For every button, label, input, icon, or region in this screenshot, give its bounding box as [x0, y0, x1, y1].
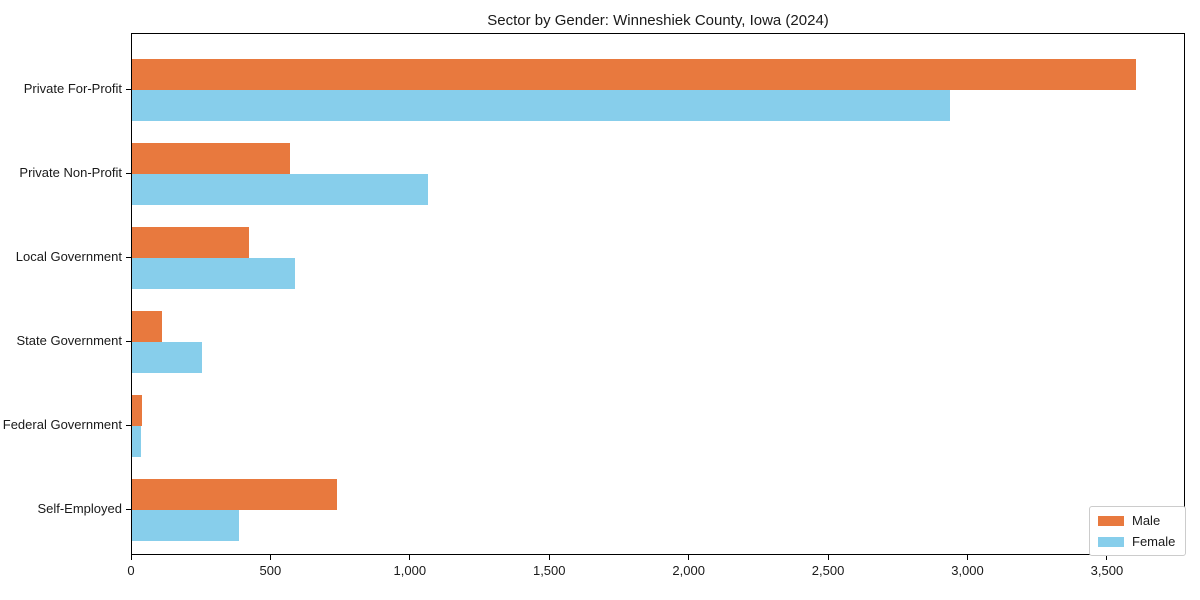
xtick-mark — [827, 555, 829, 560]
bar-male-self-employed — [132, 479, 337, 510]
bar-female-federal-government — [132, 426, 141, 457]
male-swatch — [1098, 515, 1124, 526]
ytick-label-federal-government: Federal Government — [2, 417, 122, 432]
plot-area — [131, 33, 1185, 555]
legend: Male Female — [1089, 506, 1187, 556]
xtick-label-2000: 2,000 — [672, 563, 705, 578]
bar-female-self-employed — [132, 510, 240, 541]
bar-male-state-government — [132, 311, 162, 342]
xtick-mark — [130, 555, 132, 560]
xtick-label-3500: 3,500 — [1090, 563, 1124, 578]
ytick-label-private-non-profit: Private Non-Profit — [19, 165, 122, 180]
xtick-mark — [409, 555, 411, 560]
bar-male-federal-government — [132, 395, 143, 426]
xtick-label-2500: 2,500 — [811, 563, 845, 578]
xtick-mark — [1106, 555, 1108, 560]
legend-label-male: Male — [1132, 513, 1161, 528]
xtick-label-3000: 3,000 — [951, 563, 984, 578]
legend-label-female: Female — [1132, 534, 1176, 549]
bar-female-private-non-profit — [132, 174, 428, 205]
xtick-label-1000: 1,000 — [393, 563, 427, 578]
bar-male-private-for-profit — [132, 59, 1136, 90]
female-swatch — [1098, 536, 1124, 547]
xtick-label-1500: 1,500 — [532, 563, 566, 578]
xtick-label-0: 0 — [127, 563, 135, 578]
xtick-mark — [967, 555, 968, 560]
bar-female-private-for-profit — [132, 90, 951, 121]
chart-title: Sector by Gender: Winneshiek County, Iow… — [487, 12, 829, 29]
legend-item-male: Male — [1098, 513, 1175, 528]
bar-female-state-government — [132, 342, 202, 373]
ytick-mark — [126, 341, 131, 342]
ytick-label-private-for-profit: Private For-Profit — [23, 81, 122, 96]
ytick-label-self-employed: Self-Employed — [37, 501, 122, 516]
xtick-mark — [269, 555, 271, 560]
ytick-mark — [126, 509, 131, 510]
ytick-mark — [126, 425, 131, 426]
ytick-mark — [126, 89, 131, 90]
xtick-mark — [688, 555, 690, 560]
ytick-mark — [126, 173, 131, 174]
ytick-label-local-government: Local Government — [15, 249, 122, 264]
ytick-mark — [126, 257, 131, 258]
bar-male-private-non-profit — [132, 143, 291, 174]
bar-female-local-government — [132, 258, 296, 289]
xtick-label-500: 500 — [259, 563, 282, 578]
xtick-mark — [548, 555, 550, 560]
legend-item-female: Female — [1098, 534, 1175, 549]
ytick-label-state-government: State Government — [16, 333, 123, 348]
bar-male-local-government — [132, 227, 250, 258]
